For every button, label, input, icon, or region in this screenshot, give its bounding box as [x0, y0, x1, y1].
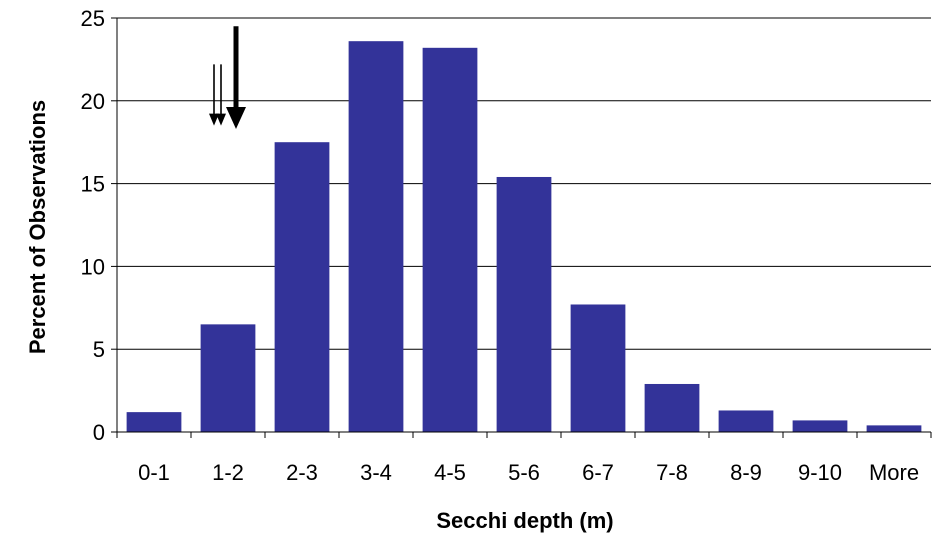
- bar-4-5: [422, 47, 478, 433]
- arrow-head: [226, 106, 246, 129]
- x-tick-label: 2-3: [286, 460, 318, 485]
- x-tick-label: 9-10: [798, 460, 842, 485]
- x-tick-label: More: [869, 460, 919, 485]
- y-tick-label: 10: [81, 254, 105, 279]
- arrow-head: [216, 113, 226, 126]
- y-tick-label: 15: [81, 172, 105, 197]
- x-tick-label: 0-1: [138, 460, 170, 485]
- bar-5-6: [496, 176, 552, 432]
- bar-2-3: [274, 142, 330, 432]
- bar-More: [866, 425, 922, 432]
- y-tick-labels: 0 5 10 15 20 25: [81, 6, 105, 445]
- x-tick-label: 5-6: [508, 460, 540, 485]
- y-tick-label: 0: [93, 420, 105, 445]
- bar-1-2: [200, 324, 256, 432]
- x-tick-label: 3-4: [360, 460, 392, 485]
- bar-9-10: [792, 420, 848, 432]
- annotation-arrows: [209, 26, 246, 129]
- y-tick-label: 20: [81, 89, 105, 114]
- x-tick-label: 1-2: [212, 460, 244, 485]
- x-axis-title: Secchi depth (m): [436, 508, 613, 533]
- y-axis-title: Percent of Observations: [25, 100, 50, 354]
- bar-0-1: [126, 412, 182, 432]
- y-tick-label: 25: [81, 6, 105, 31]
- bar-3-4: [348, 41, 404, 433]
- x-tick-label: 7-8: [656, 460, 688, 485]
- x-tick-labels: 0-1 1-2 2-3 3-4 4-5 5-6 6-7 7-8 8-9 9-10 More: [138, 460, 919, 485]
- x-tick-label: 4-5: [434, 460, 466, 485]
- x-tick-label: 8-9: [730, 460, 762, 485]
- axes: [111, 17, 932, 438]
- bar-6-7: [570, 304, 626, 432]
- x-tick-label: 6-7: [582, 460, 614, 485]
- arrow-head: [209, 113, 219, 126]
- y-tick-label: 5: [93, 337, 105, 362]
- bars: [126, 41, 922, 433]
- bar-7-8: [644, 383, 700, 432]
- bar-8-9: [718, 410, 774, 432]
